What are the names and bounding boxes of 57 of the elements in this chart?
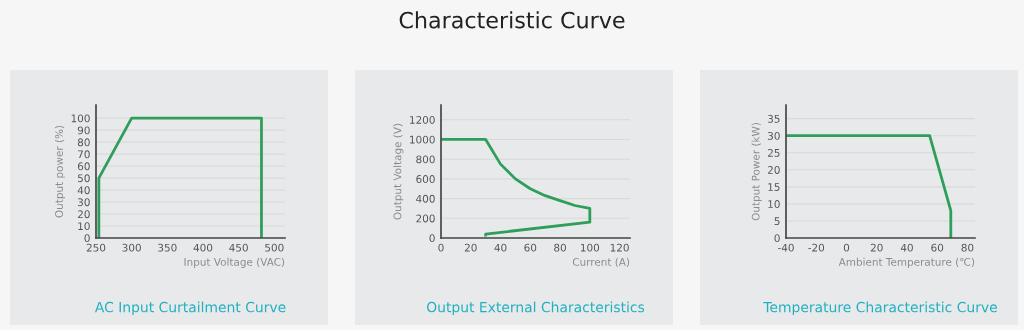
y-tick-label: 800 (416, 155, 435, 164)
y-tick-label: 0 (429, 234, 435, 243)
text: AC Input Curtailment Curve (94, 301, 286, 316)
y-tick-label: 200 (416, 214, 435, 223)
y-tick-label: 1000 (410, 135, 435, 144)
y-tick-label: 70 (78, 150, 90, 159)
y-tick-label: 10 (78, 222, 90, 231)
x-tick-label: 250 (86, 243, 106, 252)
x-tick-label: 350 (158, 243, 177, 252)
y-tick-label: 90 (77, 126, 90, 135)
x-tick-label: -20 (808, 243, 825, 252)
y-tick-label: 20 (77, 210, 90, 219)
x-tick-label: 500 (265, 243, 284, 252)
x-tick-label: -40 (778, 243, 794, 252)
y-axis-title: Output power (%) (54, 125, 66, 218)
y-tick-label: 0 (84, 234, 90, 243)
x-axis-title: Current (A) (572, 257, 630, 268)
y-tick-label: 30 (77, 198, 90, 207)
x-tick-label: 20 (870, 243, 883, 252)
x-tick-label: 20 (464, 243, 477, 252)
x-tick-label: 60 (524, 243, 537, 252)
line-series (441, 138, 592, 237)
x-tick-label: 60 (931, 243, 944, 252)
y-tick-label: 25 (767, 148, 780, 157)
text: Characteristic Curve (399, 11, 625, 29)
y-tick-label: 10 (768, 200, 780, 208)
y-tick-label: 0 (774, 234, 780, 243)
x-tick-label: 300 (122, 243, 141, 252)
y-tick-label: 30 (767, 131, 780, 140)
x-tick-label: 40 (900, 243, 913, 252)
x-axis-title: Input Voltage (VAC) (184, 257, 285, 268)
y-tick-label: 60 (77, 162, 90, 171)
y-axis-title: Output Voltage (V) (393, 123, 404, 220)
y-tick-label: 15 (768, 183, 780, 191)
y-tick-label: 400 (416, 194, 435, 203)
y-tick-label: 50 (77, 174, 90, 183)
y-tick-label: 5 (774, 217, 780, 226)
y-tick-label: 80 (77, 138, 90, 147)
y-tick-label: 35 (767, 114, 780, 123)
y-axis-title: Output Power (kW) (751, 123, 762, 221)
x-axis-title: Ambient Temperature (℃) (838, 257, 975, 268)
x-tick-label: 0 (438, 243, 444, 252)
text: Output External Characteristics (427, 301, 645, 316)
x-tick-label: 100 (581, 243, 600, 252)
text: Temperature Characteristic Curve (763, 301, 997, 316)
x-tick-label: 120 (610, 243, 629, 252)
x-tick-label: 400 (193, 243, 213, 252)
x-tick-label: 40 (494, 243, 507, 252)
x-tick-label: 80 (554, 243, 566, 252)
y-tick-label: 20 (767, 166, 780, 174)
y-tick-label: 100 (71, 114, 90, 123)
x-tick-label: 0 (843, 243, 850, 252)
y-tick-label: 40 (77, 186, 90, 195)
x-tick-label: 450 (229, 243, 248, 252)
y-tick-label: 1200 (410, 116, 435, 124)
y-tick-label: 600 (416, 175, 435, 183)
x-tick-label: 80 (961, 243, 974, 252)
